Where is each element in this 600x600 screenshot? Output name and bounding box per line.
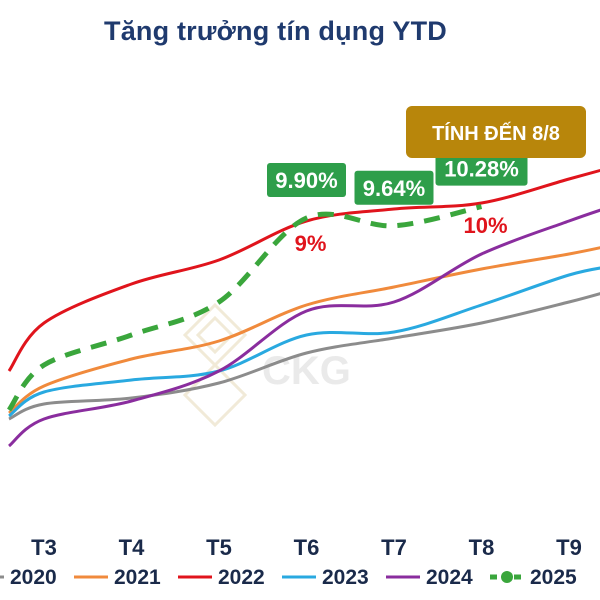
x-tick-label: T9 bbox=[556, 535, 582, 560]
x-tick-label: T3 bbox=[31, 535, 57, 560]
series-line-2023 bbox=[8, 266, 600, 418]
chart-title: Tăng trưởng tín dụng YTD bbox=[104, 16, 447, 46]
x-tick-label: T4 bbox=[119, 535, 145, 560]
callout-10.28%: 10.28% bbox=[435, 151, 528, 186]
series-line-2022 bbox=[7, 168, 600, 372]
svg-text:TÍNH ĐẾN 8/8: TÍNH ĐẾN 8/8 bbox=[432, 122, 560, 145]
legend-item-2024: 2024 bbox=[386, 566, 473, 589]
svg-text:2020: 2020 bbox=[10, 566, 57, 589]
legend-item-2021: 2021 bbox=[74, 566, 161, 589]
series-line-2020 bbox=[8, 292, 600, 421]
legend-item-2023: 2023 bbox=[282, 566, 369, 589]
callout-9.90%: 9.90% bbox=[267, 163, 346, 197]
legend-item-2025: 2025 bbox=[490, 566, 577, 589]
legend-item-2022: 2022 bbox=[178, 566, 265, 589]
red-label-10%: 10% bbox=[463, 213, 507, 238]
x-tick-label: T5 bbox=[206, 535, 232, 560]
legend-item-2020: 2020 bbox=[0, 566, 57, 589]
series-line-2021 bbox=[8, 246, 600, 415]
svg-text:10.28%: 10.28% bbox=[444, 157, 519, 182]
svg-text:2023: 2023 bbox=[322, 566, 369, 589]
watermark-text: CKG bbox=[262, 349, 351, 393]
x-tick-label: T6 bbox=[294, 535, 320, 560]
svg-text:2025: 2025 bbox=[530, 566, 577, 589]
red-label-9%: 9% bbox=[295, 231, 327, 256]
callout-9.64%: 9.64% bbox=[354, 170, 434, 205]
svg-text:2022: 2022 bbox=[218, 566, 265, 589]
x-tick-label: T8 bbox=[469, 535, 495, 560]
svg-text:9.90%: 9.90% bbox=[275, 168, 337, 193]
as-of-note: TÍNH ĐẾN 8/8 bbox=[406, 106, 586, 158]
svg-text:9.64%: 9.64% bbox=[363, 176, 425, 201]
svg-text:2021: 2021 bbox=[114, 566, 161, 589]
series-line-2024 bbox=[8, 208, 600, 448]
x-tick-label: T7 bbox=[381, 535, 407, 560]
svg-text:2024: 2024 bbox=[426, 566, 473, 589]
ckg-watermark: CKG bbox=[182, 302, 351, 428]
series-line-2025 bbox=[6, 204, 483, 412]
